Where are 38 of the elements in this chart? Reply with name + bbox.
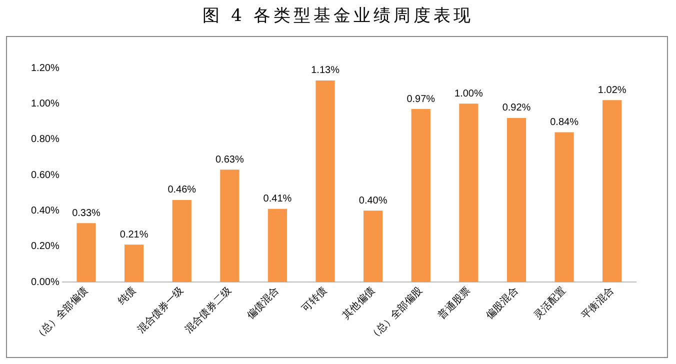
bar [411,109,430,282]
x-tick-label: 普通股票 [436,284,473,322]
bar [268,208,288,282]
data-label: 1.02% [598,84,626,96]
bar [76,223,96,282]
y-tick-label: 0.60% [30,170,60,181]
x-tick-label: 偏股混合 [484,284,520,322]
data-label: 1.00% [454,88,483,100]
bar [316,80,335,282]
bar [220,170,240,282]
chart-title: 图 4 各类型基金业绩周度表现 [202,5,474,27]
data-label: 0.41% [263,194,292,205]
y-tick-label: 1.20% [30,62,60,74]
bar [554,132,574,282]
bar [602,100,622,282]
data-label: 0.84% [550,116,579,128]
data-label: 0.40% [358,195,388,206]
data-label: 0.97% [406,94,436,105]
x-tick-label: 平衡混合 [579,284,616,322]
data-label: 0.33% [72,208,101,219]
x-tick-label: 可转债 [300,284,330,314]
y-tick-label: 0.80% [30,134,60,146]
x-tick-label: 灵活配置 [531,284,568,322]
bar [506,118,526,282]
y-tick-label: 0.40% [30,205,60,216]
bar [172,200,192,282]
bar [124,244,144,282]
bar [459,104,478,282]
data-label: 0.21% [120,229,148,240]
data-label: 1.13% [311,65,340,76]
bar [364,210,383,282]
data-label: 0.92% [502,102,531,114]
y-tick-label: 0.20% [30,241,60,252]
y-tick-label: 1.00% [30,98,60,110]
x-tick-label: 其他偏债 [340,284,378,322]
data-label: 0.63% [215,154,244,166]
data-label: 0.46% [168,184,196,196]
x-tick-label: 偏债混合 [244,284,282,322]
